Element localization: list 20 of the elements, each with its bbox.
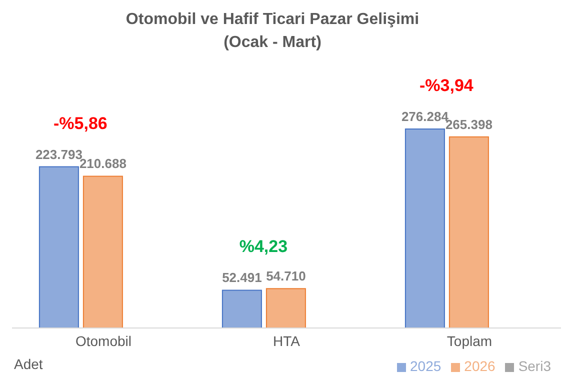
bar bbox=[266, 288, 306, 328]
bar bbox=[222, 290, 262, 328]
legend-label: 2025 bbox=[410, 358, 442, 374]
bar bbox=[82, 176, 123, 328]
annotation: -%5,86 bbox=[54, 114, 108, 133]
bar bbox=[448, 136, 489, 328]
legend-label: 2026 bbox=[464, 358, 496, 374]
chart-title: Otomobil ve Hafif Ticari Pazar Gelişimi bbox=[124, 10, 420, 30]
annotation: %4,23 bbox=[239, 237, 288, 256]
chart-subtitle: (Ocak - Mart) bbox=[222, 33, 322, 53]
data-label: 54.710 bbox=[266, 268, 306, 284]
text: -%3,94 bbox=[420, 76, 474, 95]
x-tick-label: Toplam bbox=[446, 332, 492, 349]
bar bbox=[404, 128, 445, 328]
legend-label: Seri3 bbox=[518, 358, 551, 374]
x-tick-label: HTA bbox=[273, 332, 301, 349]
data-label: 52.491 bbox=[222, 270, 262, 286]
bar bbox=[38, 166, 79, 328]
text: Adet bbox=[14, 356, 43, 372]
x-tick-label: Otomobil bbox=[75, 332, 132, 349]
